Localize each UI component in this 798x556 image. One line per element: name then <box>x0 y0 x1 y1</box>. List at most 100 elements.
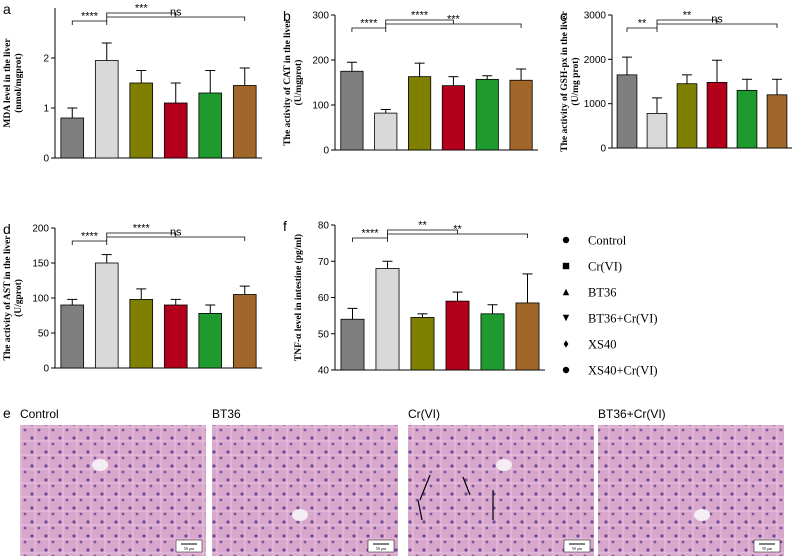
scale-bar-label: 50 μm <box>762 546 773 551</box>
bar-chart: f TNF-α level in intestine (pg/ml) 40 50 60 7… <box>283 218 545 377</box>
bar <box>60 117 85 159</box>
significance-label: ns <box>170 227 182 239</box>
significance-bracket <box>387 229 458 234</box>
bar <box>129 82 154 159</box>
significance-label: **** <box>411 10 429 22</box>
scale-bar-box <box>753 539 781 553</box>
bar <box>163 102 188 159</box>
significance-label: **** <box>81 231 99 243</box>
bar <box>340 70 364 151</box>
micrograph <box>212 425 398 556</box>
y-tick-label: 100 <box>32 294 49 305</box>
y-tick-label: 150 <box>32 259 49 270</box>
y-axis-label: (U/mgprot) <box>293 60 304 106</box>
significance-label: **** <box>81 11 99 23</box>
y-axis-label: MDA level in the liver <box>3 38 13 128</box>
y-tick-label: 0 <box>43 154 49 165</box>
y-tick-label: 3000 <box>584 11 607 22</box>
bar <box>60 304 85 369</box>
significance-label: **** <box>361 228 379 240</box>
significance-label: *** <box>135 3 149 15</box>
legend-marker <box>562 262 570 270</box>
y-tick-label: 300 <box>312 11 329 22</box>
legend-label: XS40+Cr(VI) <box>588 364 658 378</box>
y-axis-label: The activity of CAT in the liver <box>283 19 293 146</box>
vessel <box>496 459 512 471</box>
significance-bracket <box>352 237 388 242</box>
y-tick-label: 50 <box>318 329 330 340</box>
image-caption: Cr(VI) <box>408 407 440 421</box>
y-axis-label: The activity of AST in the liver <box>3 235 13 361</box>
bar <box>94 60 119 159</box>
y-axis-label: (U/mg prot) <box>570 57 581 105</box>
y-tick-label: 70 <box>318 257 330 268</box>
scale-bar-label: 50 μm <box>184 546 195 551</box>
legend-marker <box>562 366 570 374</box>
significance-bracket <box>656 19 718 24</box>
arrow <box>419 474 431 501</box>
significance-bracket <box>656 23 778 28</box>
significance-label: ns <box>711 14 723 26</box>
image-caption: BT36+Cr(VI) <box>598 407 666 421</box>
significance-bracket <box>106 16 246 21</box>
panel-label: f <box>283 218 287 234</box>
y-tick-label: 50 <box>38 329 50 340</box>
bar <box>706 81 728 149</box>
bar <box>408 76 432 151</box>
panel-label: d <box>3 221 11 237</box>
legend-marker <box>562 288 570 296</box>
bar <box>410 317 435 371</box>
y-tick-label: 60 <box>318 293 330 304</box>
micrograph <box>408 425 594 556</box>
significance-bracket <box>106 236 246 241</box>
panel-label: b <box>283 8 291 24</box>
significance-label: ** <box>418 220 427 232</box>
y-tick-label: 40 <box>318 366 330 377</box>
vessel <box>292 509 308 521</box>
scale-bar-label: 50 μm <box>376 546 387 551</box>
y-axis-label: TNF-α level in intestine (pg/ml) <box>293 234 304 361</box>
arrow <box>417 499 423 521</box>
y-tick-label: 2 <box>43 54 49 65</box>
bar <box>198 312 223 369</box>
y-axis-label: (nmol/mgprot) <box>13 53 24 112</box>
bar <box>515 302 540 371</box>
image-caption: BT36 <box>212 407 241 421</box>
y-tick-label: 2000 <box>584 55 607 66</box>
significance-bracket <box>106 232 177 237</box>
bar <box>232 294 257 369</box>
bar <box>441 85 465 151</box>
histology-panel: e Control 50 μm BT36 50 μm Cr(VI) 50 μm BT36+Cr… <box>3 405 784 556</box>
bar <box>475 78 499 151</box>
significance-label: ** <box>638 18 647 30</box>
significance-bracket <box>387 233 528 238</box>
legend: Control Cr(VI) BT36 BT36+Cr(VI) XS40 XS40+Cr(… <box>562 234 658 378</box>
micrograph <box>598 425 784 556</box>
y-axis-label: (U/gprot) <box>13 279 24 317</box>
legend-label: XS40 <box>588 338 616 352</box>
bar <box>445 300 470 371</box>
significance-label: ** <box>683 10 692 22</box>
bar <box>676 83 698 149</box>
vessel <box>92 459 108 471</box>
bar-chart: a MDA level in the liver (nmol/mgprot) 0 1 2 *… <box>3 1 262 165</box>
legend-label: BT36+Cr(VI) <box>588 312 658 326</box>
significance-label: **** <box>360 18 378 30</box>
y-tick-label: 0 <box>323 146 329 157</box>
micrograph <box>20 425 206 556</box>
significance-label: ** <box>453 224 462 236</box>
vessel <box>694 509 710 521</box>
y-tick-label: 200 <box>32 224 49 235</box>
legend-marker <box>563 340 569 348</box>
bar <box>374 112 398 151</box>
bar <box>340 318 365 371</box>
significance-bracket <box>626 27 658 32</box>
legend-label: Cr(VI) <box>588 260 622 274</box>
image-caption: Control <box>20 407 59 421</box>
y-tick-label: 1 <box>43 104 49 115</box>
arrow <box>462 476 471 496</box>
bar <box>616 74 638 149</box>
